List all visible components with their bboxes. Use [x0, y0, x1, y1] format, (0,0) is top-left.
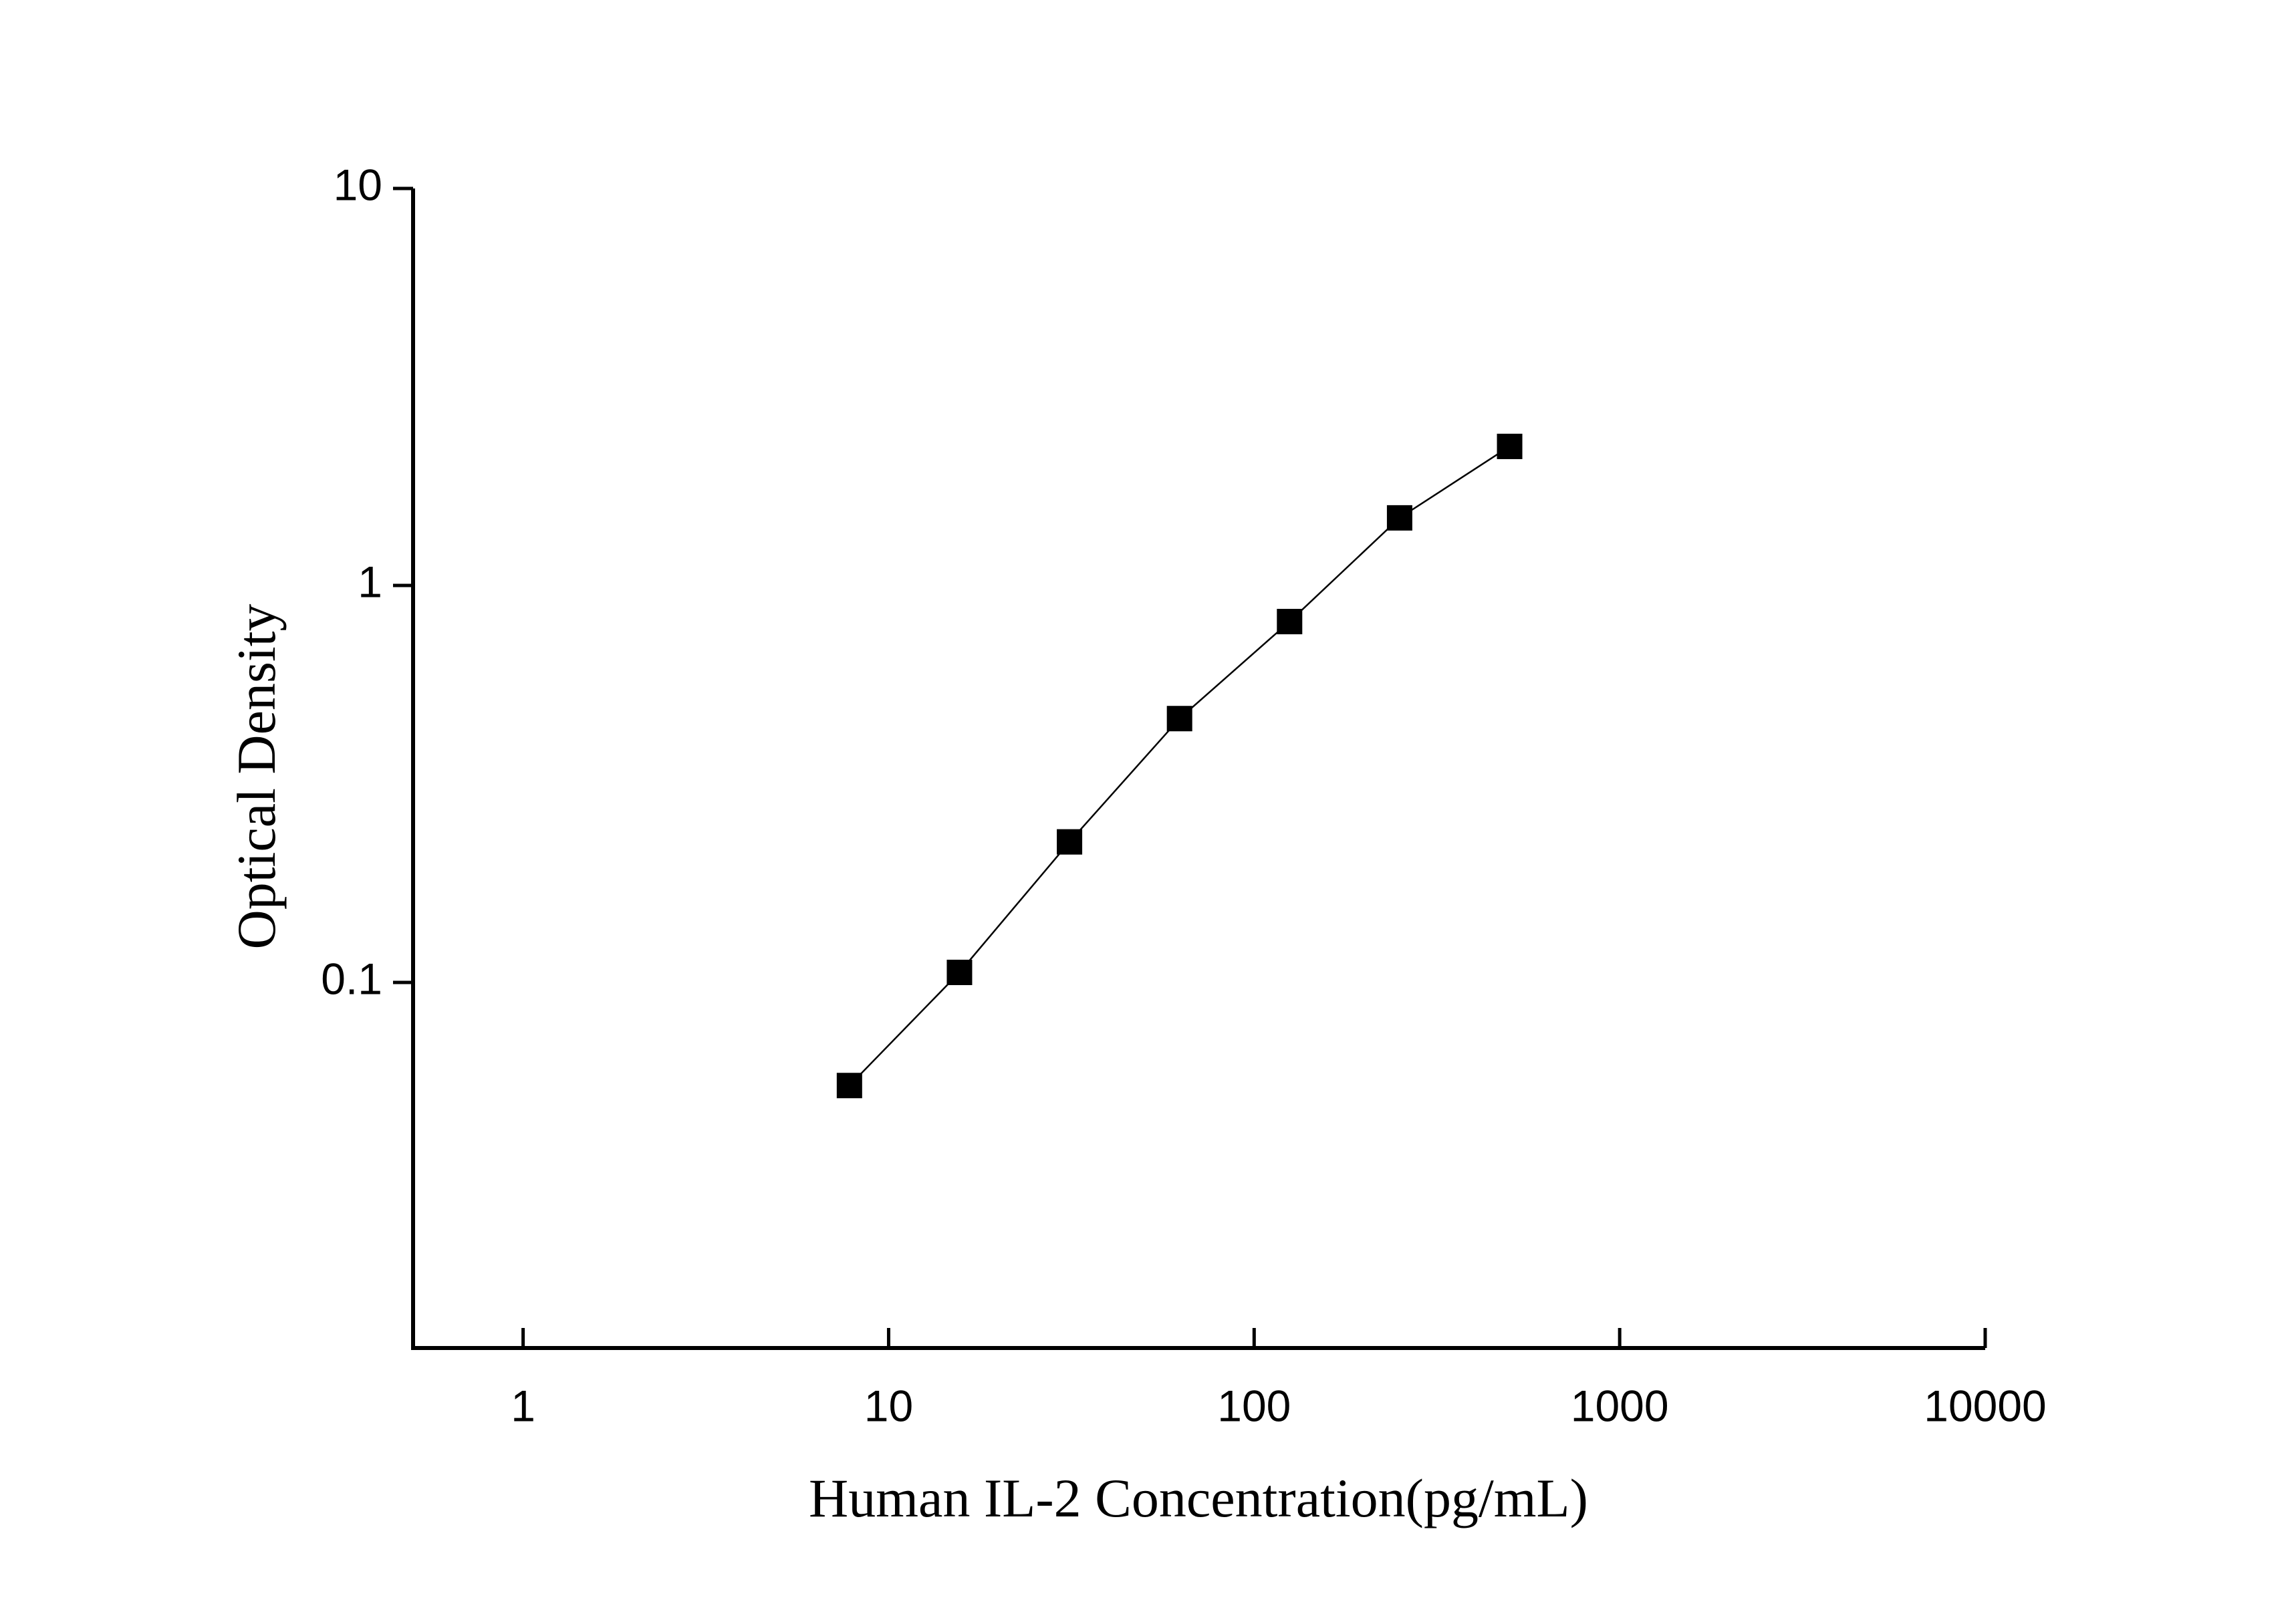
x-tick-label: 1: [511, 1381, 535, 1430]
data-point: [1166, 706, 1192, 732]
y-tick-label: 1: [358, 557, 382, 606]
data-point: [836, 1073, 862, 1099]
data-point: [1277, 609, 1303, 635]
x-axis-title: Human IL-2 Concentration(pg/mL): [809, 1468, 1588, 1528]
data-point: [946, 959, 973, 985]
x-tick-label: 100: [1217, 1381, 1291, 1430]
y-axis-title: Optical Density: [226, 604, 287, 950]
x-tick-label: 10: [864, 1381, 913, 1430]
data-point: [1497, 433, 1523, 459]
data-point: [1386, 505, 1412, 531]
x-tick-label: 10000: [1924, 1381, 2047, 1430]
y-tick-label: 0.1: [321, 954, 382, 1003]
y-tick-label: 10: [334, 160, 382, 209]
x-tick-label: 1000: [1571, 1381, 1669, 1430]
data-point: [1057, 829, 1083, 855]
